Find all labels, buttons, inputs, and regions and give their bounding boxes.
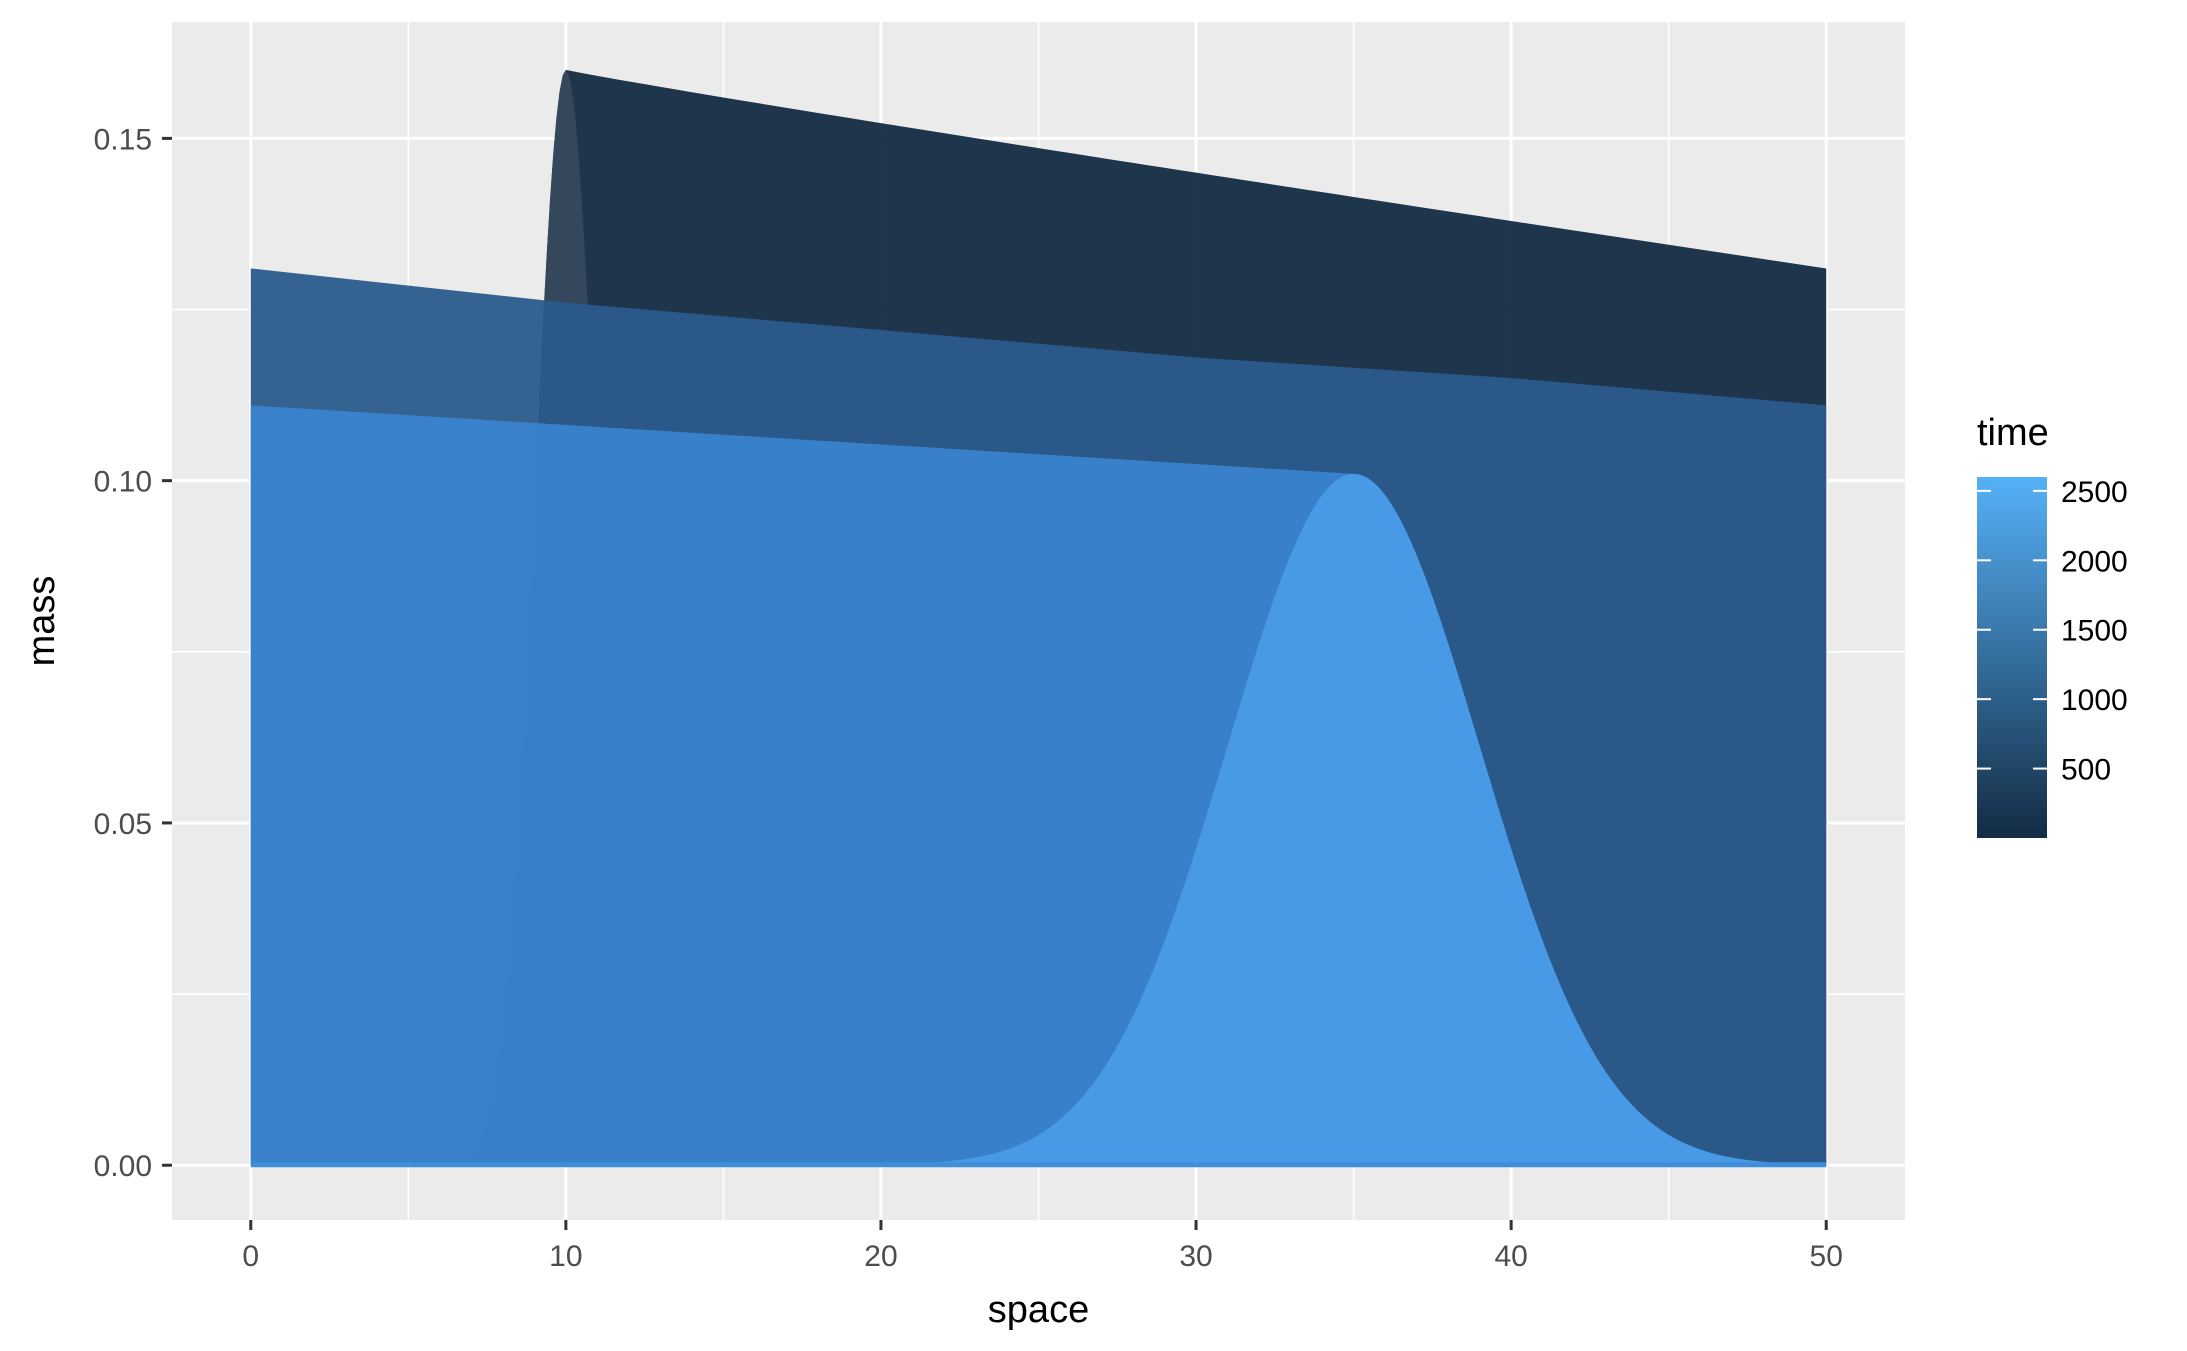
legend-label: 1500 [2061,615,2128,648]
y-axis-title: mass [21,576,63,667]
x-axis-title: space [988,1289,1089,1331]
x-tick-label: 10 [549,1240,582,1273]
baseline-strip [250,1162,1827,1168]
y-tick-label: 0.00 [94,1150,152,1183]
y-tick-label: 0.10 [94,466,152,499]
data-areas [250,69,1827,1168]
legend-label: 1000 [2061,684,2128,717]
x-axis: 0 10 20 30 40 50 [242,1220,1843,1273]
x-tick-label: 20 [864,1240,897,1273]
x-tick-label: 0 [242,1240,259,1273]
legend-label: 2000 [2061,545,2128,578]
legend-title: time [1977,412,2049,454]
x-tick-label: 30 [1179,1240,1212,1273]
y-tick-label: 0.05 [94,808,152,841]
y-tick-label: 0.15 [94,123,152,156]
legend-label: 2500 [2061,476,2128,509]
x-tick-label: 50 [1810,1240,1843,1273]
y-axis: 0.00 0.05 0.10 0.15 [94,123,172,1183]
legend: time 500 1000 1500 2000 2500 [1977,412,2128,838]
x-tick-label: 40 [1494,1240,1527,1273]
area-series-3 [817,473,1827,1166]
legend-colorbar [1977,477,2047,838]
legend-ticks: 500 1000 1500 2000 2500 [1977,476,2128,787]
legend-label: 500 [2061,754,2111,787]
